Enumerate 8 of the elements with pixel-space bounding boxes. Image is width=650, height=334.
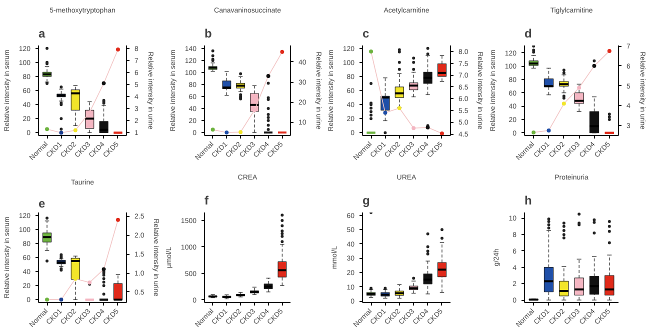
text: f bbox=[204, 194, 210, 208]
text: b bbox=[204, 26, 212, 40]
text: a bbox=[38, 26, 46, 40]
text: g bbox=[362, 194, 370, 208]
text: d bbox=[524, 26, 532, 40]
text: e bbox=[38, 196, 46, 210]
text: h bbox=[524, 194, 532, 208]
text: c bbox=[362, 26, 370, 40]
